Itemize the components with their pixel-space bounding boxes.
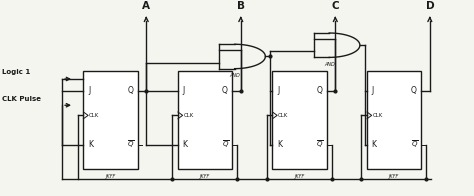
Bar [367,72,421,169]
Text: J: J [88,86,91,95]
Text: J: J [277,86,279,95]
Text: JKFF: JKFF [105,174,116,179]
Text: C: C [331,1,339,11]
Text: $\overline{Q}$: $\overline{Q}$ [128,139,135,150]
Text: K: K [88,140,93,149]
Text: D: D [426,1,434,11]
Text: K: K [182,140,188,149]
Text: B: B [237,1,245,11]
Text: Logic 1: Logic 1 [1,69,30,75]
Bar [273,72,327,169]
Text: CLK: CLK [278,113,288,118]
Text: Q: Q [317,86,322,95]
Text: AND: AND [229,73,240,78]
Text: CLK: CLK [183,113,194,118]
Text: CLK: CLK [89,113,100,118]
Text: K: K [372,140,377,149]
Text: JKFF: JKFF [389,174,399,179]
Text: A: A [142,1,150,11]
Text: AND: AND [324,62,335,67]
Text: $\overline{Q}$: $\overline{Q}$ [317,139,324,150]
Text: Q: Q [128,86,133,95]
Text: J: J [372,86,374,95]
Text: JKFF: JKFF [294,174,305,179]
Text: Q: Q [222,86,228,95]
Text: Q: Q [411,86,417,95]
Text: $\overline{Q}$: $\overline{Q}$ [222,139,229,150]
Text: K: K [277,140,282,149]
Text: JKFF: JKFF [200,174,210,179]
Bar [178,72,232,169]
Bar [83,72,138,169]
Text: J: J [182,86,185,95]
Text: CLK Pulse: CLK Pulse [1,96,41,102]
Text: CLK: CLK [373,113,383,118]
Text: $\overline{Q}$: $\overline{Q}$ [411,139,419,150]
